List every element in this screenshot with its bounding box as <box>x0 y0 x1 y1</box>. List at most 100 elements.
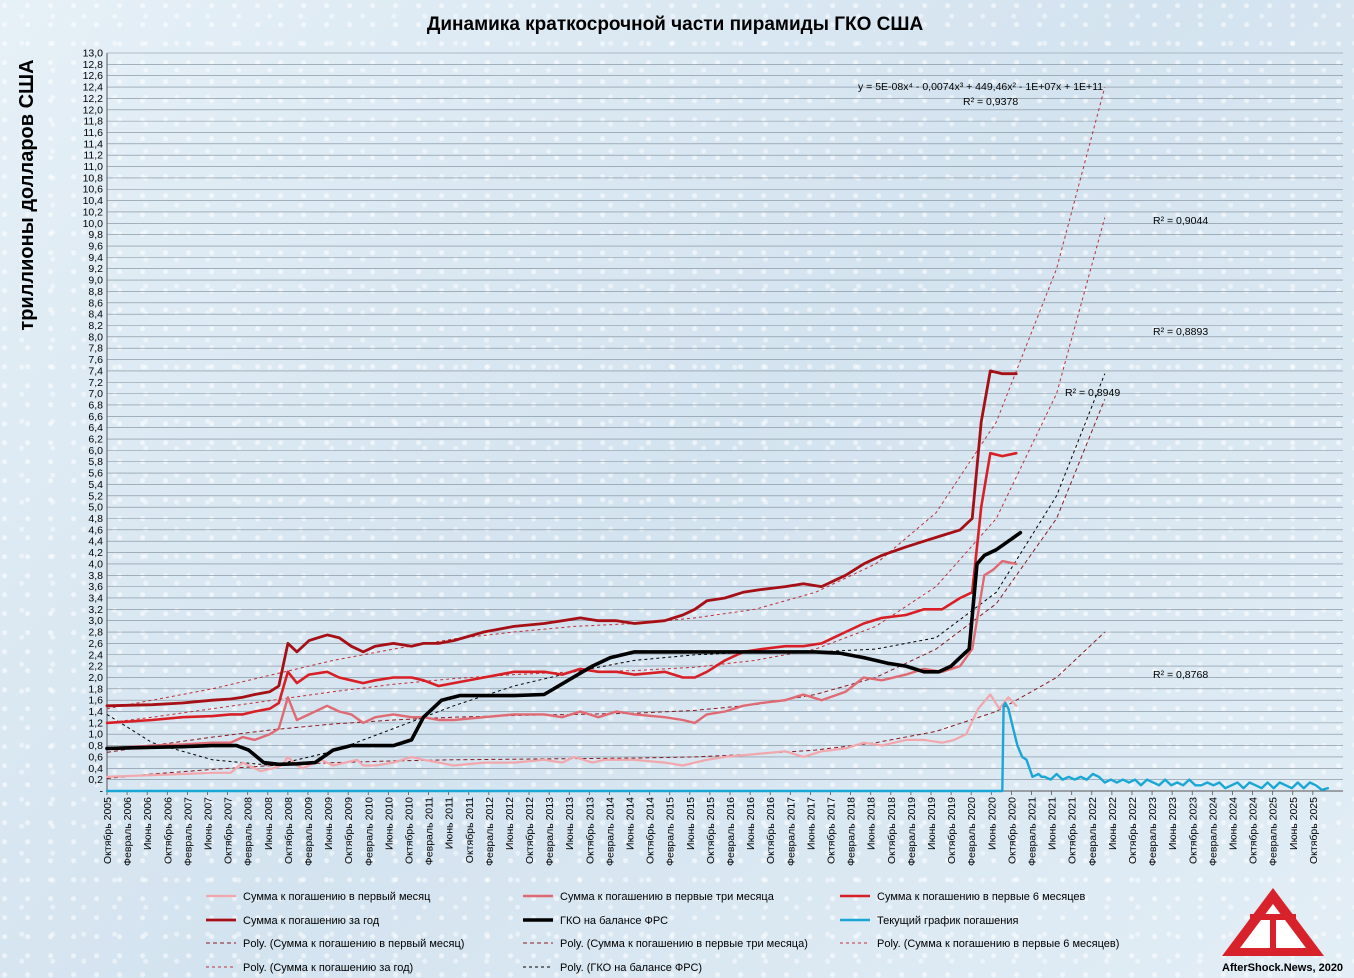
x-tick-label: Октябрь 2020 <box>1006 797 1018 864</box>
y-tick-label: 0,8 <box>88 740 103 752</box>
x-tick-label: Октябрь 2016 <box>765 797 777 864</box>
x-tick-label: Февраль 2024 <box>1207 797 1219 866</box>
series-line-0 <box>105 693 1018 778</box>
legend: Сумма к погашению в первый месяц Сумма к … <box>206 891 1119 974</box>
x-tick-label: Июнь 2011 <box>444 797 456 849</box>
y-tick-label: 12,2 <box>83 93 104 105</box>
x-tick-label: Июнь 2006 <box>142 797 154 850</box>
legend-label: Poly. (Сумма к погашению в первые три ме… <box>560 938 808 950</box>
legend-label: Poly. (Сумма к погашению в первый месяц) <box>243 938 464 950</box>
trendline-0 <box>106 631 1106 779</box>
y-tick-label: 5,2 <box>88 490 103 502</box>
y-tick-label: 8,4 <box>88 309 103 321</box>
trendline-3 <box>106 86 1106 710</box>
y-tick-label: 9,6 <box>88 241 103 253</box>
legend-label: Текущий график погашения <box>877 915 1018 927</box>
x-tick-label: Февраль 2009 <box>303 797 315 866</box>
brand-logo: AfterShock.News, 2020 <box>1222 888 1343 974</box>
y-tick-label: 1,8 <box>88 683 103 695</box>
x-tick-label: Июнь 2014 <box>625 797 637 850</box>
annotations: y = 5E-08x⁴ - 0,0074x³ + 449,46x² - 1E+0… <box>858 81 1208 681</box>
y-tick-label: 10,4 <box>83 195 104 207</box>
x-tick-label: Июнь 2016 <box>745 797 757 850</box>
x-tick-label: Июнь 2025 <box>1288 797 1300 850</box>
x-tick-labels: Октябрь 2005 Февраль 2006 Июнь 2006 Октябрь… <box>102 791 1320 866</box>
x-tick-label: Октябрь 2006 <box>162 797 174 864</box>
y-tick-label: 6,4 <box>88 422 103 434</box>
y-tick-label: 7,6 <box>88 354 103 366</box>
y-tick-label: 13,0 <box>83 48 104 60</box>
y-tick-label: 1,6 <box>88 695 103 707</box>
y-tick-label: 2,0 <box>88 672 103 684</box>
y-tick-label: 6,6 <box>88 411 103 423</box>
x-tick-label: Октябрь 2010 <box>403 797 415 864</box>
y-tick-label: 10,8 <box>83 172 104 184</box>
series-line-4 <box>105 530 1023 767</box>
y-tick-label: 0,2 <box>88 774 103 786</box>
x-tick-label: Июнь 2024 <box>1227 797 1239 850</box>
x-tick-label: Октябрь 2021 <box>1067 797 1079 864</box>
x-tick-label: Октябрь 2017 <box>826 797 838 864</box>
y-tick-label: 11,8 <box>83 116 103 128</box>
trendline-1 <box>106 399 1106 753</box>
legend-label: Poly. (Сумма к погашению за год) <box>243 962 413 974</box>
x-tick-label: Июнь 2019 <box>926 797 938 850</box>
y-tick-label: 11,2 <box>83 150 103 162</box>
y-tick-label: 4,2 <box>88 547 103 559</box>
legend-label: Poly. (Сумма к погашению в первые 6 меся… <box>877 938 1119 950</box>
x-tick-label: Июнь 2012 <box>504 797 516 850</box>
y-tick-label: 2,6 <box>88 638 103 650</box>
x-tick-label: Февраль 2023 <box>1147 797 1159 866</box>
x-tick-label: Октябрь 2019 <box>946 797 958 864</box>
y-tick-label: 3,4 <box>88 592 103 604</box>
y-tick-label: 7,4 <box>88 365 103 377</box>
y-tick-label: 7,0 <box>88 388 103 400</box>
series-lines <box>105 369 1330 793</box>
series-line-2 <box>105 451 1018 725</box>
x-tick-label: Октябрь 2024 <box>1248 797 1260 864</box>
x-tick-label: Февраль 2012 <box>484 797 496 866</box>
y-tick-label: 4,8 <box>88 513 103 525</box>
legend-label: Сумма к погашению в первый месяц <box>243 891 431 903</box>
x-tick-label: Июнь 2022 <box>1107 797 1119 850</box>
y-tick-label: 3,8 <box>88 570 103 582</box>
y-tick-label: 12,4 <box>83 82 104 94</box>
x-tick-label: Февраль 2013 <box>544 797 556 866</box>
r2-label-c: R² = 0,8949 <box>1065 387 1120 399</box>
x-tick-label: Июнь 2010 <box>383 797 395 850</box>
y-tick-label: 4,6 <box>88 524 103 536</box>
y-tick-label: - <box>100 786 104 798</box>
x-tick-label: Октябрь 2011 <box>464 797 476 863</box>
y-tick-label: 8,6 <box>88 297 103 309</box>
y-tick-label: 6,8 <box>88 399 103 411</box>
x-tick-label: Февраль 2019 <box>906 797 918 866</box>
y-tick-label: 9,4 <box>88 252 103 264</box>
trend-equation: y = 5E-08x⁴ - 0,0074x³ + 449,46x² - 1E+0… <box>858 81 1103 93</box>
r2-label-d: R² = 0,8768 <box>1153 669 1208 681</box>
legend-label: ГКО на балансе ФРС <box>560 915 668 927</box>
y-tick-label: 6,0 <box>88 445 103 457</box>
x-tick-label: Октябрь 2008 <box>283 797 295 864</box>
trendlines <box>106 86 1106 779</box>
y-tick-label: 2,2 <box>88 661 103 673</box>
trendline-4 <box>106 373 1106 767</box>
r2-label-b: R² = 0,8893 <box>1153 326 1208 338</box>
y-tick-label: 10,0 <box>83 218 104 230</box>
x-tick-label: Октябрь 2009 <box>343 797 355 864</box>
y-tick-label: 4,4 <box>88 536 103 548</box>
y-tick-label: 2,8 <box>88 627 103 639</box>
grid <box>106 52 1343 792</box>
y-tick-label: 3,0 <box>88 615 103 627</box>
x-tick-label: Февраль 2006 <box>122 797 134 866</box>
x-tick-label: Октябрь 2023 <box>1187 797 1199 864</box>
x-tick-label: Февраль 2022 <box>1087 797 1099 866</box>
y-tick-label: 11,6 <box>83 127 103 139</box>
y-tick-label: 9,2 <box>88 263 103 275</box>
x-tick-label: Июнь 2013 <box>564 797 576 850</box>
y-tick-label: 5,8 <box>88 456 103 468</box>
series-line-1 <box>105 559 1018 750</box>
y-tick-label: 6,2 <box>88 434 103 446</box>
y-tick-label: 12,0 <box>83 104 104 116</box>
x-tick-label: Февраль 2025 <box>1268 797 1280 866</box>
x-tick-label: Февраль 2007 <box>182 797 194 866</box>
